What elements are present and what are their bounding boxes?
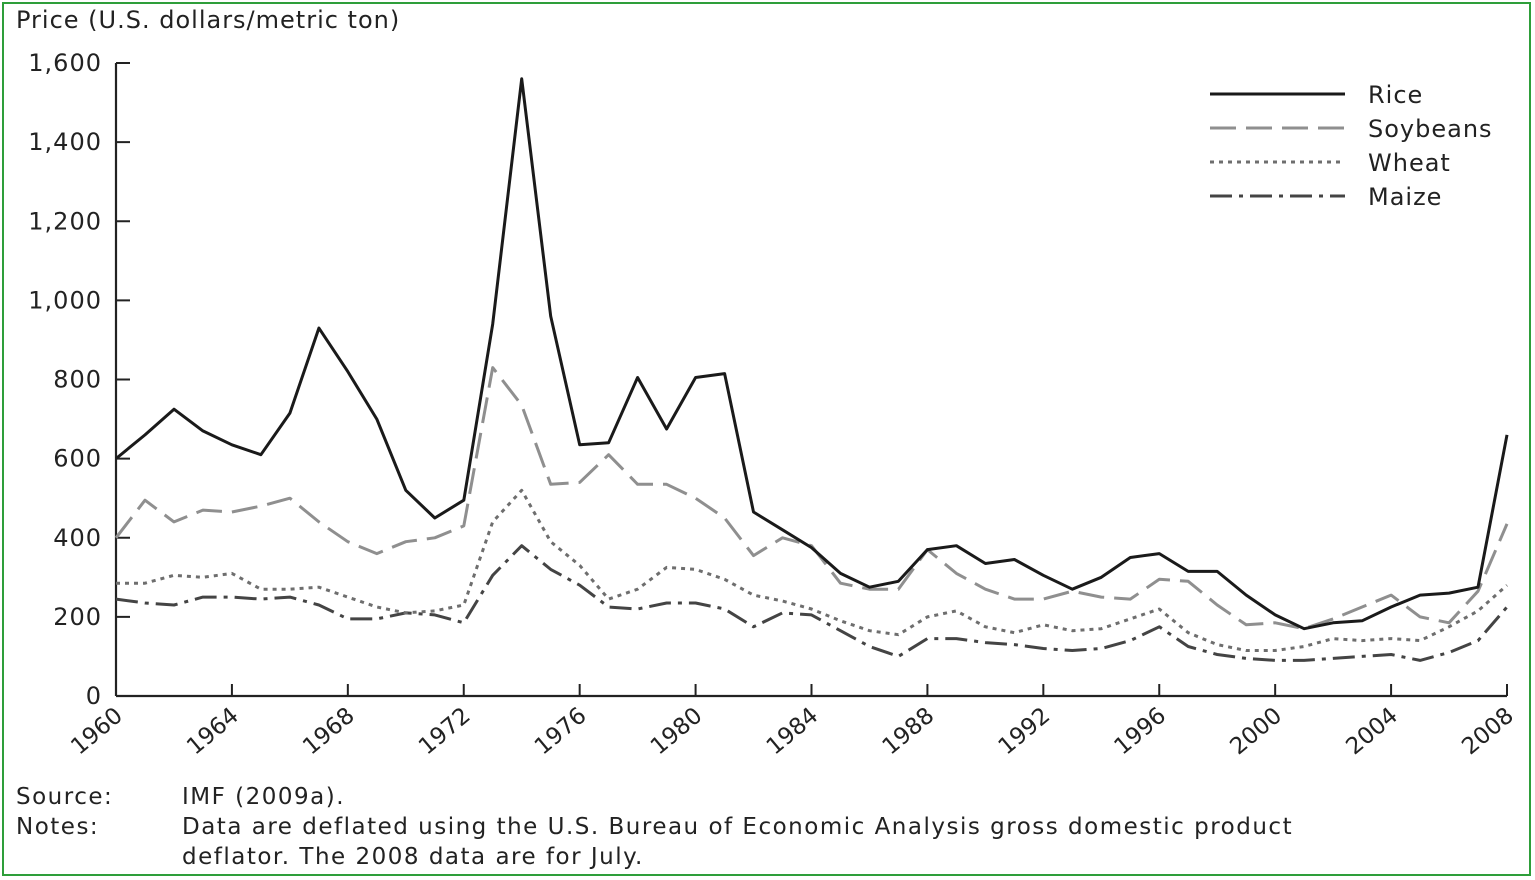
x-tick-label: 1964 bbox=[182, 703, 244, 761]
y-tick-label: 200 bbox=[53, 603, 102, 631]
y-tick-label: 800 bbox=[53, 366, 102, 394]
x-tick-label: 2004 bbox=[1341, 703, 1403, 761]
y-tick-label: 600 bbox=[53, 445, 102, 473]
notes-label: Notes: bbox=[16, 814, 100, 840]
y-tick-label: 0 bbox=[86, 682, 102, 710]
x-tick-label: 1960 bbox=[66, 703, 128, 761]
series-line-rice bbox=[115, 77, 1509, 631]
series-line-soybeans bbox=[114, 366, 1509, 631]
legend-label-maize: Maize bbox=[1368, 183, 1442, 211]
x-tick-label: 1984 bbox=[762, 703, 824, 761]
legend-label-soybeans: Soybeans bbox=[1368, 115, 1493, 143]
series-line-maize bbox=[115, 544, 1509, 662]
legend-label-wheat: Wheat bbox=[1368, 149, 1451, 177]
notes-text-line-2: deflator. The 2008 data are for July. bbox=[182, 844, 644, 870]
x-tick-label: 1988 bbox=[878, 703, 940, 761]
x-tick-label: 1980 bbox=[646, 703, 708, 761]
x-tick-label: 2000 bbox=[1225, 703, 1287, 761]
y-axis-title: Price (U.S. dollars/metric ton) bbox=[16, 6, 401, 34]
x-tick-label: 1996 bbox=[1110, 703, 1172, 761]
y-tick-label: 1,400 bbox=[28, 128, 102, 156]
x-tick-label: 1968 bbox=[298, 703, 360, 761]
y-tick-label: 1,000 bbox=[28, 286, 102, 314]
series-line-wheat bbox=[116, 488, 1508, 652]
y-tick-label: 1,600 bbox=[28, 49, 102, 77]
y-tick-label: 1,200 bbox=[28, 207, 102, 235]
x-tick-label: 1976 bbox=[530, 703, 592, 761]
notes-text-line-1: Data are deflated using the U.S. Bureau … bbox=[182, 814, 1294, 840]
line-chart: 0 200 400 600 800 1,000 1,200 1,400 1,600 1960 196… bbox=[28, 49, 1519, 761]
x-tick-label: 2008 bbox=[1457, 703, 1519, 761]
legend-label-rice: Rice bbox=[1368, 81, 1423, 109]
x-tick-label: 1972 bbox=[414, 703, 476, 761]
source-value: IMF (2009a). bbox=[182, 784, 346, 810]
source-label: Source: bbox=[16, 784, 114, 810]
y-tick-label: 400 bbox=[53, 524, 102, 552]
x-tick-label: 1992 bbox=[994, 703, 1056, 761]
